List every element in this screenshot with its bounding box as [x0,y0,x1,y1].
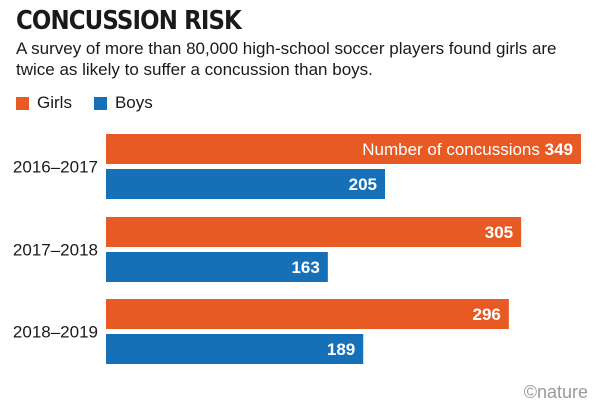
bar-value: 296 [472,305,500,324]
legend-item-boys: Boys [93,93,153,113]
bar-value: 205 [349,175,377,194]
bar-value-label: 305 [485,223,513,242]
bar-girls-1 [106,217,522,247]
nature-credit: ©nature [523,382,588,402]
bar-value-label: 205 [349,175,377,194]
bar-boys-2 [106,334,364,364]
category-label: 2017–2018 [13,241,98,260]
bar-value: 349 [545,140,573,159]
bar-boys-0 [106,169,386,199]
bar-value-label: Number of concussions 349 [362,140,573,159]
bar-value-label: 296 [472,305,500,324]
bar-value: 305 [485,223,513,242]
bar-value-label: 163 [291,258,319,277]
bar-boys-1 [106,252,328,282]
chart-subtitle: A survey of more than 80,000 high-school… [16,39,557,79]
category-label: 2016–2017 [13,158,98,177]
bar-value-label: 189 [327,340,355,359]
bar-value: 163 [291,258,319,277]
legend-label-girls: Girls [37,93,72,112]
bar-girls-2 [106,299,509,329]
category-label: 2018–2019 [13,323,98,342]
legend-swatch-girls [16,96,29,110]
bar-girls-0 [106,134,581,164]
bar-value: 189 [327,340,355,359]
legend-swatch-boys [93,96,107,110]
legend-label-boys: Boys [114,93,153,112]
chart-title: CONCUSSION RISK [16,6,242,36]
annotation-label: Number of concussions [362,140,544,159]
legend-item-girls: Girls [16,93,72,113]
legend: Girls Boys [16,93,175,113]
